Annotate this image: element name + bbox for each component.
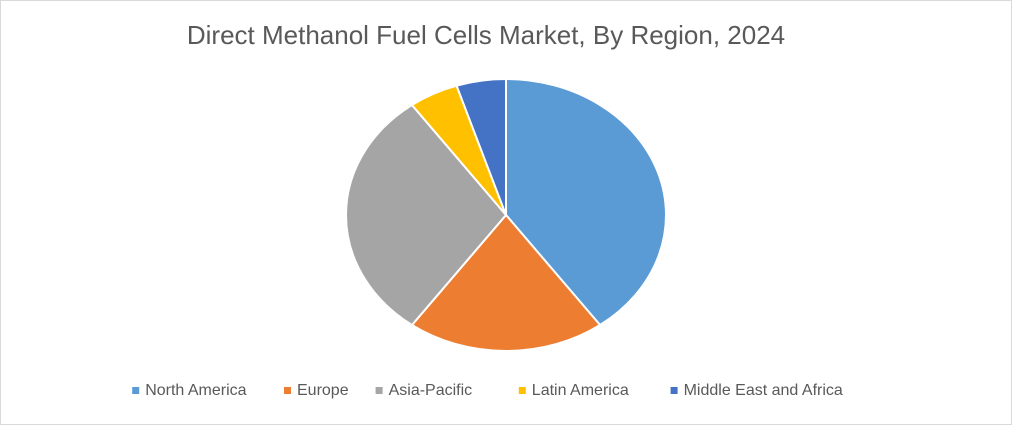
- legend-label: Asia-Pacific: [389, 382, 473, 399]
- pie-slice: [410, 213, 602, 352]
- legend-label: North America: [145, 382, 246, 399]
- legend-swatch: [132, 387, 140, 394]
- legend-swatch: [284, 387, 291, 394]
- chart-title: Direct Methanol Fuel Cells Market, By Re…: [187, 20, 785, 50]
- pie-slice: [345, 103, 508, 327]
- legend-swatch: [670, 387, 678, 394]
- legend-label: Europe: [297, 382, 349, 399]
- legend-label: Middle East and Africa: [684, 382, 843, 399]
- legend-swatch: [375, 387, 383, 394]
- pie-slice: [455, 77, 507, 216]
- pie-slice: [505, 77, 667, 327]
- legend-label: Latin America: [532, 382, 629, 399]
- legend-swatch: [518, 387, 526, 394]
